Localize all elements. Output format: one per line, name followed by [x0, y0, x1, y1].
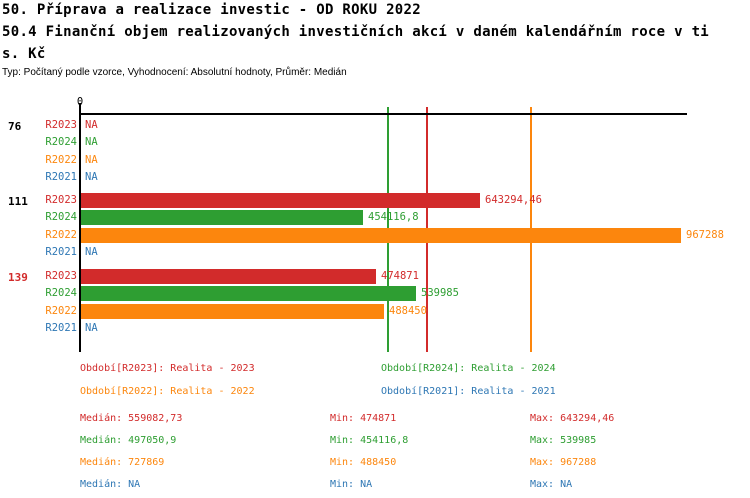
- bar-value-label-111-R2023: 643294,46: [485, 194, 542, 206]
- zero-tick-label: 0: [76, 96, 84, 108]
- bar-111-R2023: [81, 193, 480, 208]
- row-label-139-R2022: R2022: [45, 305, 77, 317]
- legend-item-R2022: Období[R2022]: Realita - 2022: [80, 386, 255, 397]
- legend-item-R2024: Období[R2024]: Realita - 2024: [381, 363, 556, 374]
- stat-max-R2023: Max: 643294,46: [530, 413, 615, 424]
- row-label-139-R2023: R2023: [45, 270, 77, 282]
- chart-meta-info: Typ: Počítaný podle vzorce, Vyhodnocení:…: [2, 67, 347, 78]
- na-label-76-R2021: NA: [85, 171, 98, 183]
- group-label-76: 76: [8, 120, 22, 133]
- bar-value-label-139-R2022: 488450: [389, 305, 427, 317]
- group-label-139: 139: [8, 271, 28, 284]
- stat-median-R2024: Medián: 497050,9: [80, 435, 177, 446]
- row-label-76-R2024: R2024: [45, 136, 77, 148]
- bar-value-label-139-R2024: 539985: [421, 287, 459, 299]
- bar-139-R2023: [81, 269, 376, 284]
- row-label-111-R2021: R2021: [45, 246, 77, 258]
- stat-max-R2021: Max: NA: [530, 479, 573, 490]
- na-label-76-R2023: NA: [85, 119, 98, 131]
- bar-value-label-139-R2023: 474871: [381, 270, 419, 282]
- legend-item-R2021: Období[R2021]: Realita - 2021: [381, 386, 556, 397]
- bar-value-label-111-R2022: 967288: [686, 229, 724, 241]
- chart-subtitle: 50.4 Finanční objem realizovaných invest…: [2, 24, 710, 40]
- stat-median-R2023: Medián: 559082,73: [80, 413, 183, 424]
- na-label-139-R2021: NA: [85, 322, 98, 334]
- x-axis-line: [80, 113, 687, 115]
- y-axis-line: [79, 103, 81, 352]
- na-label-76-R2022: NA: [85, 154, 98, 166]
- chart-subtitle-wrap: s. Kč: [2, 46, 46, 62]
- stat-max-R2024: Max: 539985: [530, 435, 597, 446]
- bar-111-R2024: [81, 210, 363, 225]
- row-label-76-R2023: R2023: [45, 119, 77, 131]
- bar-139-R2024: [81, 286, 416, 301]
- row-label-139-R2024: R2024: [45, 287, 77, 299]
- row-label-139-R2021: R2021: [45, 322, 77, 334]
- bar-139-R2022: [81, 304, 384, 319]
- na-label-111-R2021: NA: [85, 246, 98, 258]
- stat-median-R2022: Medián: 727869: [80, 457, 165, 468]
- row-label-111-R2022: R2022: [45, 229, 77, 241]
- row-label-76-R2022: R2022: [45, 154, 77, 166]
- row-label-76-R2021: R2021: [45, 171, 77, 183]
- plot-area: 0 76 R2023 NA R2024 NA R2022 NA R2021 NA 111 R2023 6…: [8, 96, 724, 352]
- bar-value-label-111-R2024: 454116,8: [368, 211, 419, 223]
- row-label-111-R2023: R2023: [45, 194, 77, 206]
- bar-111-R2022: [81, 228, 681, 243]
- stat-min-R2023: Min: 474871: [330, 413, 397, 424]
- na-label-76-R2024: NA: [85, 136, 98, 148]
- stat-median-R2021: Medián: NA: [80, 479, 141, 490]
- group-label-111: 111: [8, 195, 28, 208]
- stat-min-R2024: Min: 454116,8: [330, 435, 409, 446]
- stat-min-R2022: Min: 488450: [330, 457, 397, 468]
- legend-item-R2023: Období[R2023]: Realita - 2023: [80, 363, 255, 374]
- stat-max-R2022: Max: 967288: [530, 457, 597, 468]
- stat-min-R2021: Min: NA: [330, 479, 373, 490]
- page-title: 50. Příprava a realizace investic - OD R…: [2, 2, 421, 18]
- row-label-111-R2024: R2024: [45, 211, 77, 223]
